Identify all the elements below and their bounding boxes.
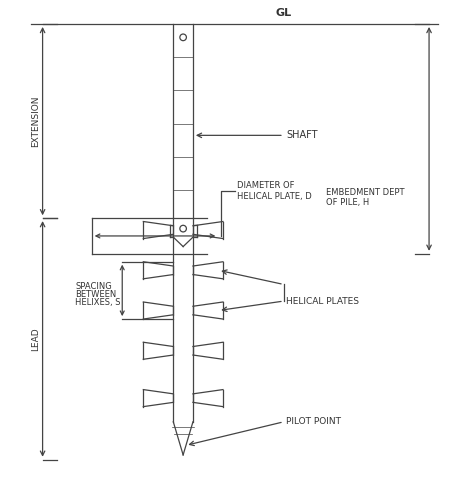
Text: LEAD: LEAD [31,327,40,351]
Text: OF PILE, H: OF PILE, H [326,198,369,207]
Text: SPACING: SPACING [75,282,112,291]
Text: HELIXES, S: HELIXES, S [75,298,121,308]
Text: HELICAL PLATES: HELICAL PLATES [286,297,359,306]
Text: SHAFT: SHAFT [286,130,318,140]
Text: HELICAL PLATE, D: HELICAL PLATE, D [237,193,312,201]
Text: PILOT POINT: PILOT POINT [286,417,341,426]
Text: EMBEDMENT DEPT: EMBEDMENT DEPT [326,188,404,197]
Text: BETWEEN: BETWEEN [75,290,117,299]
Text: GL: GL [276,9,292,18]
Text: DIAMETER OF: DIAMETER OF [237,181,294,190]
Text: EXTENSION: EXTENSION [31,95,40,147]
